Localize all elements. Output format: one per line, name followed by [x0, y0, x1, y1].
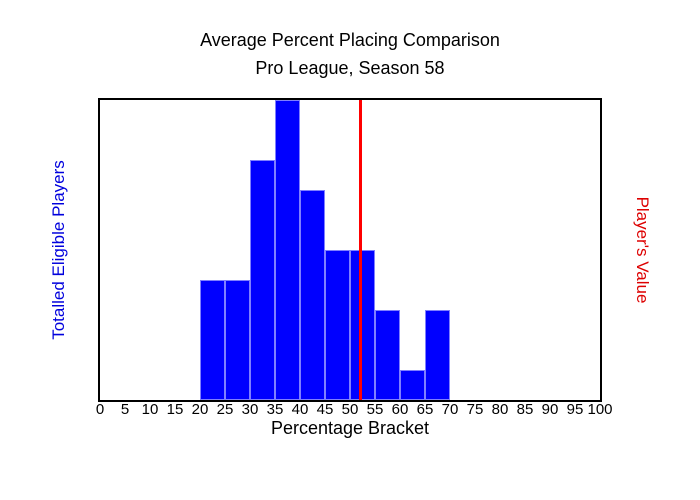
histogram-bar: [200, 280, 225, 400]
x-tick-label: 35: [266, 401, 284, 418]
histogram-bar: [325, 250, 350, 400]
x-tick-label: 50: [341, 401, 359, 418]
chart-subtitle: Pro League, Season 58: [255, 58, 445, 78]
player-value-line: [358, 100, 362, 400]
x-tick-label: 55: [366, 401, 384, 418]
plot-area: [98, 98, 602, 402]
x-tick-label: 90: [541, 401, 559, 418]
x-tick-label: 30: [241, 401, 259, 418]
x-tick-label: 80: [491, 401, 509, 418]
x-tick-label: 70: [441, 401, 459, 418]
x-tick-label: 40: [291, 401, 309, 418]
x-tick-label: 25: [216, 401, 234, 418]
x-tick-label: 10: [141, 401, 159, 418]
x-tick-label: 65: [416, 401, 434, 418]
y-axis-label-right: Player's Value: [633, 196, 652, 304]
histogram-bar: [375, 310, 400, 400]
histogram-bar: [275, 100, 300, 400]
x-tick-label: 85: [516, 401, 534, 418]
x-tick-label: 45: [316, 401, 334, 418]
y-axis-label-left: Totalled Eligible Players: [49, 160, 68, 340]
x-tick-label: 100: [587, 401, 613, 418]
histogram-bar: [425, 310, 450, 400]
x-tick-label: 95: [566, 401, 584, 418]
histogram-bar: [225, 280, 250, 400]
x-tick-label: 5: [120, 401, 130, 418]
x-tick-label: 15: [166, 401, 184, 418]
histogram-bar: [300, 190, 325, 400]
x-tick-label: 75: [466, 401, 484, 418]
x-axis-label: Percentage Bracket: [270, 418, 430, 438]
histogram-bar: [250, 160, 275, 400]
x-tick-label: 0: [95, 401, 105, 418]
x-tick-label: 60: [391, 401, 409, 418]
histogram-bar: [400, 370, 425, 400]
histogram-bar: [350, 250, 375, 400]
x-tick-label: 20: [191, 401, 209, 418]
chart-title: Average Percent Placing Comparison: [200, 30, 500, 50]
